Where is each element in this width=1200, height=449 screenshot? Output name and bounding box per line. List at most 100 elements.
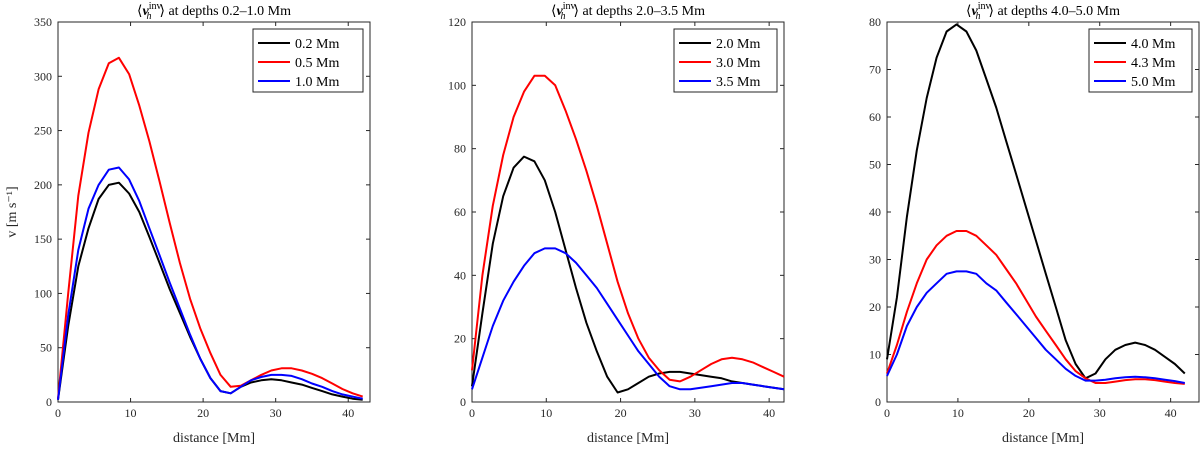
x-tick-0: 0: [884, 22, 890, 420]
x-tick-label: 0: [55, 406, 61, 420]
x-tick-0: 0: [469, 22, 475, 420]
title-part-title-prefix: ⟨: [137, 4, 142, 19]
x-tick-label: 10: [952, 406, 964, 420]
chart-title: ⟨vinv h ⟩ at depths 4.0–5.0 Mm: [966, 1, 1120, 22]
x-tick-label: 30: [1094, 406, 1106, 420]
y-tick-label: 20: [869, 300, 881, 314]
series-line-3-5-Mm: [471, 247, 785, 391]
series-line-5-0-Mm: [886, 270, 1185, 384]
y-tick-80: 80: [454, 142, 784, 156]
y-tick-300: 300: [34, 69, 370, 83]
y-tick-0: 0: [460, 395, 784, 409]
title-part-title-suffix: ⟩ at depths 0.2–1.0 Mm: [160, 4, 292, 19]
plot-area-box: [57, 21, 371, 403]
x-tick-label: 10: [125, 406, 137, 420]
y-tick-label: 80: [869, 15, 881, 29]
series-line-2-0-Mm: [471, 155, 785, 394]
title-part-title-var: v: [972, 4, 979, 19]
y-tick-label: 120: [448, 15, 466, 29]
y-tick-label: 0: [875, 395, 881, 409]
y-tick-label: 10: [869, 348, 881, 362]
y-tick-label: 50: [40, 341, 52, 355]
y-tick-100: 100: [448, 78, 784, 92]
y-tick-20: 20: [454, 332, 784, 346]
y-tick-label: 300: [34, 69, 52, 83]
y-tick-60: 60: [454, 205, 784, 219]
x-tick-10: 10: [125, 22, 137, 420]
y-tick-80: 80: [869, 15, 1199, 29]
title-part-title-prefix: ⟨: [966, 4, 971, 19]
x-tick-40: 40: [763, 22, 775, 420]
title-part-title-sup: inv: [978, 1, 991, 12]
y-tick-200: 200: [34, 178, 370, 192]
x-axis-label: distance [Mm]: [1002, 431, 1084, 446]
y-tick-70: 70: [869, 63, 1199, 77]
legend-entry: 2.0 Mm: [716, 37, 760, 52]
chart-title: ⟨vinv h ⟩ at depths 2.0–3.5 Mm: [551, 1, 705, 22]
x-tick-30: 30: [1094, 22, 1106, 420]
series-line-4-0-Mm: [886, 23, 1186, 380]
y-tick-label: 0: [46, 395, 52, 409]
y-tick-label: 100: [448, 78, 466, 92]
legend-entry: 0.2 Mm: [295, 37, 339, 52]
series-line-0-2-Mm: [57, 181, 363, 401]
y-tick-120: 120: [448, 15, 784, 29]
x-tick-label: 30: [689, 406, 701, 420]
y-tick-label: 70: [869, 63, 881, 77]
legend-entry: 3.0 Mm: [716, 56, 760, 71]
y-tick-40: 40: [454, 268, 784, 282]
chart-title: ⟨vinv h ⟩ at depths 0.2–1.0 Mm: [137, 1, 291, 22]
y-tick-30: 30: [869, 253, 1199, 267]
x-tick-label: 20: [1023, 406, 1035, 420]
y-tick-60: 60: [869, 110, 1199, 124]
x-tick-10: 10: [540, 22, 552, 420]
y-tick-40: 40: [869, 205, 1199, 219]
legend-entry: 5.0 Mm: [1131, 75, 1175, 90]
y-tick-100: 100: [34, 286, 370, 300]
x-axis-label: distance [Mm]: [173, 431, 255, 446]
legend-entry: 4.3 Mm: [1131, 56, 1175, 71]
y-tick-0: 0: [46, 395, 370, 409]
legend-entry: 3.5 Mm: [716, 75, 760, 90]
chart-panel-2: ⟨vinv h ⟩ at depths 2.0–3.5 Mm 0 10 20 30 40 0 20…: [448, 1, 785, 446]
x-tick-label: 10: [540, 406, 552, 420]
x-tick-label: 40: [342, 406, 354, 420]
series-line-1-0-Mm: [57, 166, 363, 400]
legend: 0.2 Mm 0.5 Mm 1.0 Mm: [252, 28, 364, 93]
y-tick-350: 350: [34, 15, 370, 29]
legend-entry: 4.0 Mm: [1131, 37, 1175, 52]
y-tick-label: 200: [34, 178, 52, 192]
y-tick-10: 10: [869, 348, 1199, 362]
x-tick-20: 20: [1023, 22, 1035, 420]
x-tick-30: 30: [270, 22, 282, 420]
y-tick-label: 30: [869, 253, 881, 267]
title-part-title-var: v: [143, 4, 150, 19]
title-part-title-sub: h: [561, 11, 566, 22]
y-tick-50: 50: [40, 341, 370, 355]
x-axis-label: distance [Mm]: [587, 431, 669, 446]
chart-panel-3: ⟨vinv h ⟩ at depths 4.0–5.0 Mm 0 10 20 30 40 0 10…: [869, 1, 1200, 446]
title-part-title-suffix: ⟩ at depths 2.0–3.5 Mm: [574, 4, 706, 19]
y-tick-label: 40: [454, 268, 466, 282]
legend-entry: 0.5 Mm: [295, 56, 339, 71]
x-tick-20: 20: [615, 22, 627, 420]
y-tick-label: 80: [454, 142, 466, 156]
y-tick-label: 0: [460, 395, 466, 409]
title-part-title-var: v: [557, 4, 564, 19]
x-tick-label: 20: [615, 406, 627, 420]
y-tick-label: 350: [34, 15, 52, 29]
series-line-0-5-Mm: [57, 56, 364, 399]
title-part-title-sub: h: [976, 11, 981, 22]
y-tick-label: 60: [869, 110, 881, 124]
y-tick-label: 250: [34, 124, 52, 138]
y-tick-label: 20: [454, 332, 466, 346]
title-part-title-suffix: ⟩ at depths 4.0–5.0 Mm: [989, 4, 1121, 19]
x-tick-40: 40: [1165, 22, 1177, 420]
y-tick-20: 20: [869, 300, 1199, 314]
x-tick-label: 0: [884, 406, 890, 420]
y-tick-150: 150: [34, 232, 370, 246]
x-tick-30: 30: [689, 22, 701, 420]
title-part-title-prefix: ⟨: [551, 4, 556, 19]
legend-entry: 1.0 Mm: [295, 75, 339, 90]
